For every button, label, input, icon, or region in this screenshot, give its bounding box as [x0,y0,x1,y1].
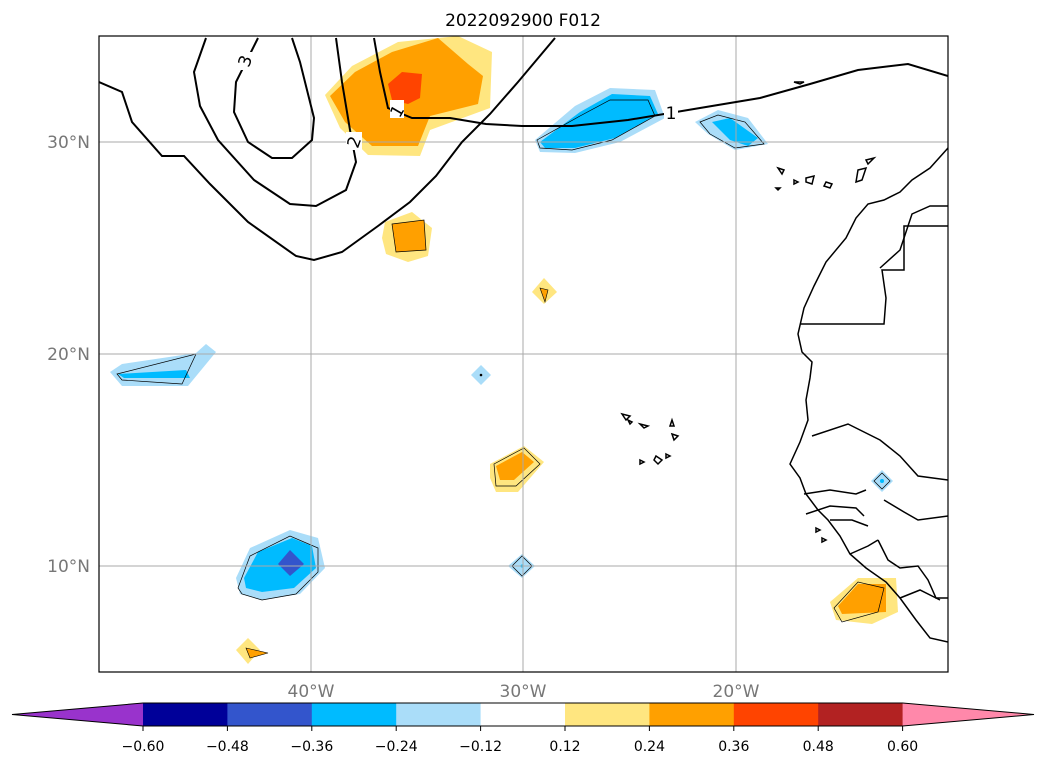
lat-label-20n: 20°N [47,345,90,365]
latitude-labels: 30°N 20°N 10°N [47,133,90,577]
anomaly-negative-south-west [236,530,325,601]
colorbar-tick-label: 0.48 [803,739,834,755]
colorbar-segment [649,703,735,726]
colorbar-extension-high [902,703,1034,726]
colorbar-tick-label: −0.36 [290,739,333,755]
colorbar-segment [143,703,228,726]
colorbar-segment [396,703,482,726]
anomaly-positive-africa [830,578,898,624]
colorbar-segment [565,703,650,726]
lon-label-20w: 20°W [713,682,760,702]
colorbar-segment [733,703,819,726]
anomaly-negative-tiny [471,365,491,385]
map-frame [98,35,949,673]
map-title: 2022092900 F012 [445,11,601,31]
colorbar-tick-label: −0.12 [459,739,502,755]
colorbar-tick-label: −0.60 [122,739,165,755]
lon-label-30w: 30°W [500,682,547,702]
colorbar-segment [227,703,313,726]
anomaly-negative-africa [871,470,893,492]
colorbar-segment [818,703,904,726]
colorbar-tick-label: 0.24 [634,739,665,755]
anomaly-positive-center [382,212,432,262]
coastlines [620,81,948,643]
anomaly-positive-tiny-south [236,638,269,664]
colorbar-tick-label: 0.12 [549,739,580,755]
colorbar-segment [480,703,566,726]
map-content: 3 2 1 1 [99,36,948,672]
anomaly-positive-small [532,278,557,304]
colorbar-tick-label: −0.24 [375,739,418,755]
anomaly-negative-north-far-east [695,110,768,150]
colorbar: −0.60 −0.48 −0.36 −0.24 −0.12 0.12 0.24 0.36 0.4… [11,702,1035,755]
colorbar-extension-low [12,703,143,726]
lon-label-40w: 40°W [288,682,335,702]
anomaly-positive-north [325,36,492,156]
lat-label-30n: 30°N [47,133,90,153]
colorbar-tick-label: 0.60 [887,739,918,755]
gridlines [99,36,948,672]
colorbar-tick-label: 0.36 [718,739,749,755]
contour-label-1-east: 1 [666,104,677,124]
lat-label-10n: 10°N [47,557,90,577]
longitude-labels: 40°W 30°W 20°W [288,682,760,702]
colorbar-tick-label: −0.48 [206,739,249,755]
contour-labels: 3 2 1 1 [235,52,678,151]
colorbar-segment [311,703,397,726]
anomaly-positive-south [490,446,544,492]
